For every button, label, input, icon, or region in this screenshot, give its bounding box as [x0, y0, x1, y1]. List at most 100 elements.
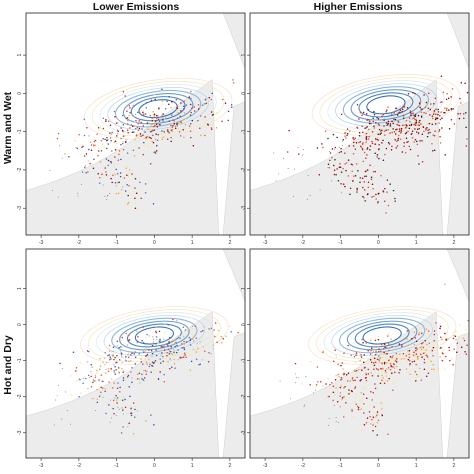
- scatter-point: [152, 335, 154, 338]
- scatter-point: [137, 208, 139, 210]
- scatter-point: [231, 106, 233, 109]
- scatter-point: [131, 131, 134, 133]
- scatter-point: [423, 358, 426, 361]
- scatter-point: [408, 124, 411, 127]
- outlier-point: [111, 417, 112, 419]
- scatter-point: [360, 356, 363, 359]
- scatter-point: [134, 177, 137, 180]
- scatter-point: [134, 363, 137, 365]
- scatter-point: [359, 141, 362, 143]
- scatter-point: [130, 124, 133, 126]
- scatter-point: [154, 98, 156, 101]
- scatter-point: [170, 129, 173, 132]
- scatter-point: [392, 189, 395, 192]
- scatter-point: [382, 368, 384, 370]
- scatter-point: [152, 202, 155, 205]
- scatter-point: [464, 82, 466, 84]
- scatter-point: [155, 354, 158, 357]
- scatter-point: [413, 123, 415, 126]
- scatter-point: [176, 123, 178, 125]
- outlier-point: [65, 391, 66, 393]
- scatter-point: [189, 103, 192, 106]
- scatter-point: [136, 191, 138, 193]
- contour-ring: [115, 89, 202, 128]
- scatter-point: [210, 124, 213, 126]
- scatter-point: [113, 370, 115, 372]
- scatter-point: [130, 354, 132, 356]
- outlier-point: [331, 180, 333, 182]
- scatter-point: [185, 356, 187, 358]
- scatter-point: [372, 357, 375, 360]
- outlier-point: [341, 140, 343, 142]
- scatter-point: [417, 347, 420, 350]
- scatter-point: [347, 372, 350, 374]
- scatter-point: [115, 134, 118, 137]
- scatter-point: [364, 170, 367, 173]
- scatter-point: [210, 111, 213, 113]
- scatter-point: [93, 380, 95, 382]
- panel-plot-area: [250, 249, 469, 458]
- scatter-point: [120, 127, 122, 129]
- scatter-point: [372, 366, 374, 368]
- scatter-point: [184, 354, 186, 356]
- scatter-point: [391, 356, 393, 359]
- outlier-point: [302, 154, 304, 156]
- scatter-point: [367, 108, 370, 111]
- scatter-point: [115, 361, 117, 364]
- scatter-point: [363, 151, 366, 154]
- scatter-point: [357, 169, 359, 172]
- scatter-point: [149, 363, 151, 365]
- scatter-point: [441, 117, 443, 120]
- scatter-point: [108, 381, 110, 383]
- scatter-point: [188, 96, 191, 98]
- outlier-point: [104, 195, 106, 197]
- scatter-point: [344, 398, 347, 401]
- scatter-point: [139, 181, 141, 184]
- scatter-point: [143, 135, 145, 137]
- scatter-point: [361, 114, 363, 116]
- scatter-point: [434, 123, 437, 125]
- scatter-point: [138, 378, 140, 380]
- scatter-point: [370, 361, 373, 363]
- scatter-point: [157, 118, 160, 121]
- scatter-point: [382, 347, 385, 350]
- scatter-point: [448, 349, 451, 352]
- scatter-point: [123, 399, 125, 402]
- scatter-point: [373, 357, 376, 360]
- scatter-point: [374, 387, 377, 390]
- contour-ring: [307, 306, 457, 365]
- scatter-point: [463, 339, 466, 342]
- scatter-point: [161, 88, 163, 91]
- scatter-point: [189, 114, 192, 116]
- outlier-point: [283, 157, 284, 159]
- scatter-point: [128, 169, 131, 171]
- scatter-point: [425, 129, 427, 131]
- scatter-point: [385, 376, 388, 378]
- scatter-point: [116, 132, 119, 135]
- scatter-point: [152, 365, 154, 368]
- scatter-point: [360, 353, 362, 356]
- scatter-point: [155, 371, 157, 373]
- scatter-point: [200, 134, 202, 137]
- scatter-point: [359, 177, 362, 179]
- scatter-point: [195, 337, 197, 339]
- scatter-point: [112, 387, 114, 389]
- scatter-point: [455, 338, 457, 341]
- scatter-point: [383, 200, 386, 203]
- scatter-point: [367, 373, 370, 375]
- scatter-point: [437, 368, 439, 370]
- scatter-point: [414, 128, 416, 130]
- scatter-point: [425, 101, 428, 104]
- scatter-point: [439, 142, 442, 144]
- scatter-point: [128, 184, 130, 187]
- outlier-point: [69, 423, 71, 425]
- scatter-point: [342, 183, 345, 185]
- outlier-point: [80, 183, 82, 185]
- scatter-point: [394, 371, 396, 373]
- scatter-point: [199, 115, 202, 117]
- scatter-point: [382, 159, 385, 162]
- scatter-point: [365, 137, 368, 140]
- scatter-point: [361, 338, 363, 341]
- scatter-point: [392, 128, 394, 130]
- scatter-point: [340, 171, 343, 173]
